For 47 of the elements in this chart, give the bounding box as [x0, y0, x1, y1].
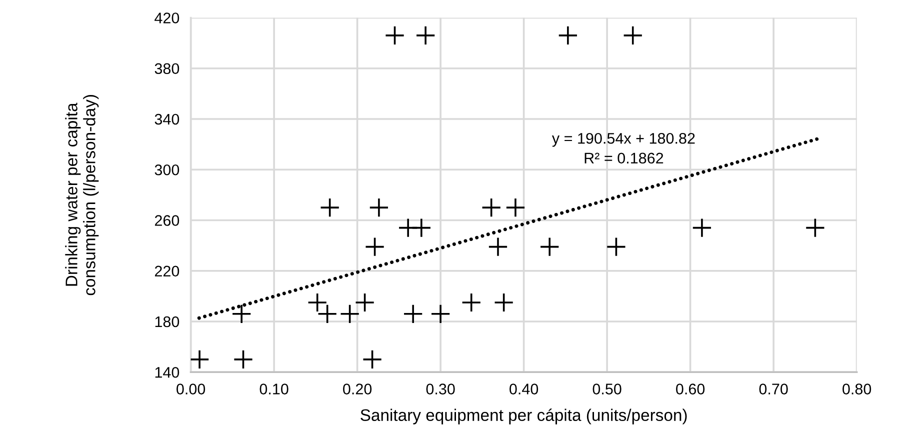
y-tick-label: 300: [154, 164, 180, 176]
point: [320, 198, 340, 218]
y-tick-label: 260: [154, 215, 180, 226]
point: [403, 304, 424, 324]
point: [362, 350, 382, 370]
x-tick-label: 0.00: [176, 384, 206, 394]
x-tick-label: 0.80: [842, 384, 872, 394]
annotation: y = 190.54x + 180.82 R² = 0.1862: [552, 132, 695, 164]
point: [481, 198, 502, 218]
y-tick-label: 140: [155, 366, 180, 378]
point: [558, 25, 578, 46]
x-axis-title: Sanitary equipment per cápita (units/person): [360, 408, 687, 424]
point: [368, 198, 389, 218]
point: [606, 236, 626, 257]
point: [411, 218, 432, 238]
point: [622, 25, 643, 46]
y-axis-title: Drinking water per capita consumption (l/person-day): [65, 94, 99, 296]
point: [805, 218, 826, 238]
x-tick-label: 0.70: [759, 384, 788, 394]
y-tick-label: 420: [154, 12, 180, 24]
y-tick-label: 180: [155, 316, 180, 328]
y-tick-label: 380: [154, 63, 180, 74]
point: [354, 292, 375, 312]
point: [461, 292, 482, 312]
point: [430, 304, 451, 324]
point: [494, 292, 514, 312]
point: [540, 236, 560, 257]
y-tick-label: 220: [154, 266, 180, 277]
point: [340, 304, 360, 324]
point: [317, 304, 338, 324]
point: [488, 236, 508, 257]
x-tick-label: 0.20: [343, 384, 372, 394]
x-tick-label: 0.60: [676, 384, 705, 394]
point: [384, 25, 405, 46]
x-tick-label: 0.40: [510, 384, 538, 394]
point: [506, 198, 526, 218]
point: [232, 304, 252, 324]
point: [307, 292, 328, 312]
point: [692, 218, 712, 238]
x-tick-label: 0.50: [592, 384, 622, 394]
point: [190, 350, 210, 370]
point: [416, 25, 436, 46]
x-tick-label: 0.30: [426, 384, 455, 394]
x-tick-label: 0.10: [260, 384, 288, 394]
point: [233, 350, 254, 370]
y-tick-label: 340: [154, 114, 180, 125]
point: [364, 236, 385, 257]
